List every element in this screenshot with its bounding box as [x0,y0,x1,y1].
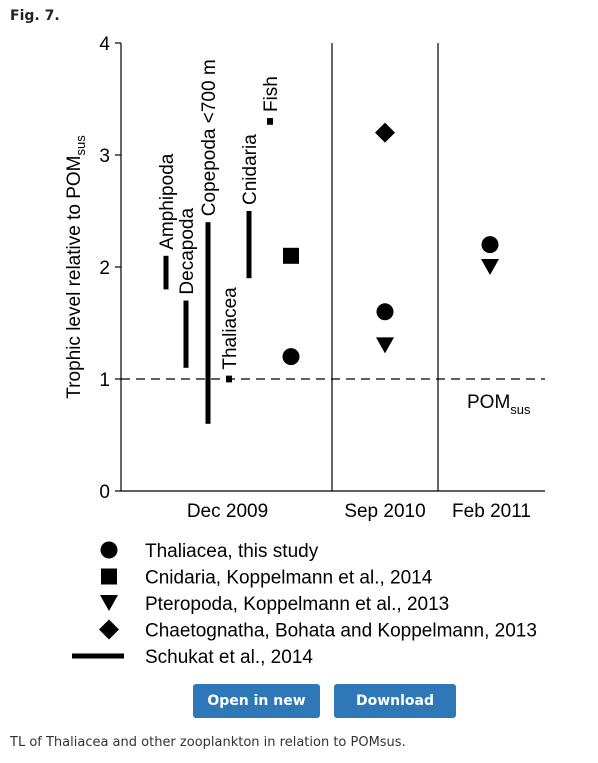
point-cnidaria-square [283,247,299,264]
y-tick-label: 4 [99,34,110,55]
legend-label: Schukat et al., 2014 [145,647,313,668]
range-bar-decapoda [183,300,189,368]
legend-label: Chaetognatha, Bohata and Koppelmann, 201… [145,621,537,642]
point-thaliacea-circle [376,303,394,321]
y-axis-title-text: Trophic level relative to POM [64,156,85,399]
reference-label-text: POM [467,392,510,413]
point-thaliacea-circle [481,236,499,254]
y-axis-title: Trophic level relative to POMsus [64,135,88,399]
legend-marker-triangle [100,595,118,611]
legend-marker-line [72,653,124,659]
legend-marker-circle [100,541,118,559]
y-tick-label: 3 [99,146,110,167]
y-tick-label: 1 [99,370,110,391]
legend-marker-square [101,568,117,585]
figure-caption: TL of Thaliacea and other zooplankton in… [10,735,406,750]
range-bar-thaliacea [226,375,232,383]
range-bar-cnidaria [246,211,252,279]
figure-label: Fig. 7. [10,8,60,24]
legend-label: Thaliacea, this study [145,541,319,562]
range-label-thaliacea: Thaliacea [220,287,241,370]
legend-label: Cnidaria, Koppelmann et al., 2014 [145,568,433,589]
y-tick-label: 0 [99,482,110,503]
range-bar-copepoda [205,222,211,424]
panel-label: Feb 2011 [452,501,531,522]
panel-label: Dec 2009 [187,501,268,522]
reference-label-subscript: sus [510,402,531,417]
point-thaliacea-circle [282,348,300,366]
range-label-cnidaria: Cnidaria [240,134,261,205]
legend: Thaliacea, this study Cnidaria, Koppelman… [72,541,537,668]
range-bar-amphipoda [163,255,169,290]
point-chaetognatha-diamond [375,122,395,143]
point-pteropoda-triangle [376,337,394,354]
range-label-amphipoda: Amphipoda [157,153,178,250]
legend-marker-diamond [99,619,119,640]
y-tick-label: 2 [99,258,110,279]
y-axis-title-subscript: sus [73,135,88,156]
range-bar-fish [267,118,273,125]
point-pteropoda-triangle [481,259,499,275]
data-points [282,122,499,366]
panel-label: Sep 2010 [344,501,425,522]
range-label-fish: Fish [261,76,282,112]
reference-line-label: POMsus [467,392,531,417]
range-label-decapoda: Decapoda [177,208,198,295]
download-slide-button[interactable]: Download slide [334,684,456,743]
legend-label: Pteropoda, Koppelmann et al., 2013 [145,594,449,615]
range-label-copepoda: Copepoda <700 m [199,59,220,216]
open-in-new-tab-button[interactable]: Open in new tab [193,684,320,743]
